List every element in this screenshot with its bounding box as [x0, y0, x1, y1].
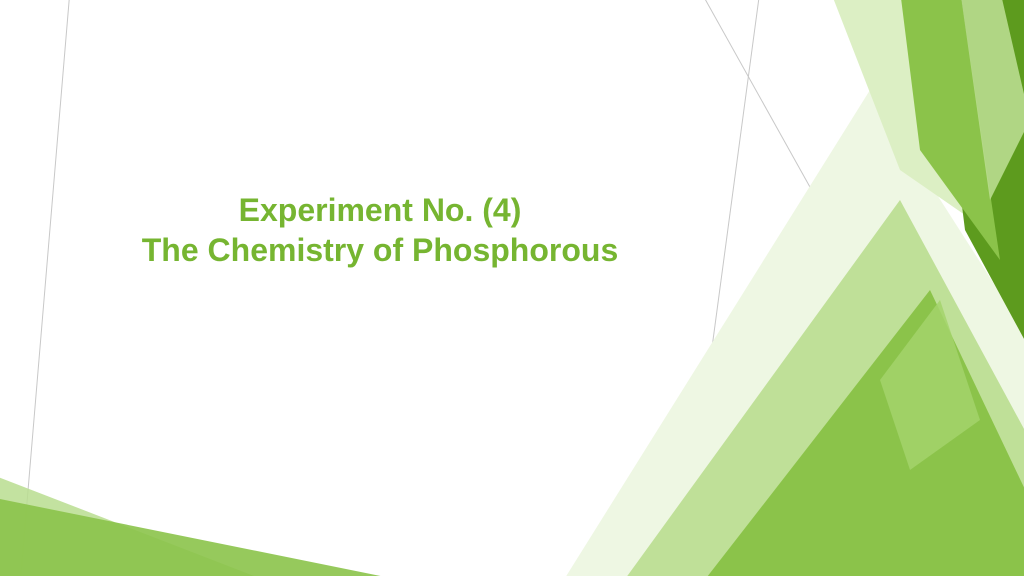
facet-decor [0, 0, 1024, 576]
title-line-1: Experiment No. (4) [80, 190, 680, 230]
title-line-2: The Chemistry of Phosphorous [80, 230, 680, 270]
slide: Experiment No. (4) The Chemistry of Phos… [0, 0, 1024, 576]
title-block: Experiment No. (4) The Chemistry of Phos… [80, 190, 680, 270]
